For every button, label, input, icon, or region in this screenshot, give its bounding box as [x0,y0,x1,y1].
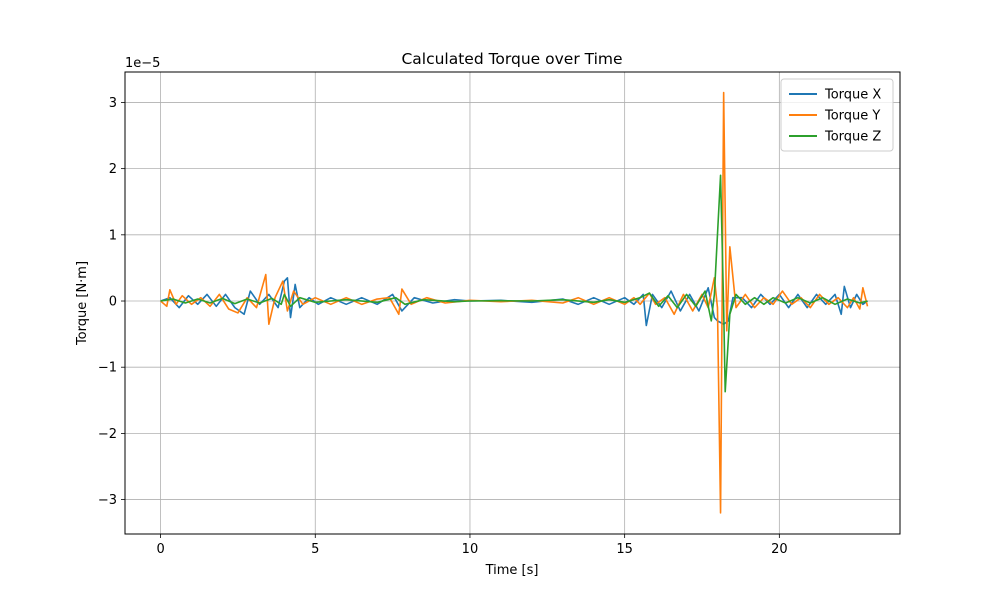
x-tick-label: 0 [156,542,164,557]
plot-area-frame [124,71,901,535]
legend-box [780,78,894,152]
y-offset-text: 1e−5 [125,56,160,71]
y-tick-label: −3 [98,493,117,508]
y-tick-label: 1 [109,228,117,243]
y-tick-label: −1 [98,361,117,376]
x-tick-label: 5 [311,542,319,557]
x-tick-label: 15 [616,542,633,557]
y-tick-label: −2 [98,427,117,442]
x-tick-label: 20 [771,542,788,557]
y-axis-ticks: −3 −2 −1 0 1 2 3 [98,96,125,508]
y-axis-label: Torque [N·m] [75,261,90,346]
y-tick-label: 0 [109,295,117,310]
x-axis-ticks: 0 5 10 15 20 [156,534,788,557]
x-tick-label: 10 [462,542,479,557]
y-tick-label: 3 [109,96,117,111]
legend-label: Torque Y [824,109,880,124]
y-tick-label: 2 [109,162,117,177]
x-axis-label: Time [s] [485,563,539,578]
legend-label: Torque Z [824,130,881,145]
chart-title: Calculated Torque over Time [401,50,622,68]
legend: Torque X Torque Y Torque Z [780,78,894,152]
series-lines [160,91,869,514]
legend-label: Torque X [824,88,881,103]
series-line-torque-z [160,174,868,393]
